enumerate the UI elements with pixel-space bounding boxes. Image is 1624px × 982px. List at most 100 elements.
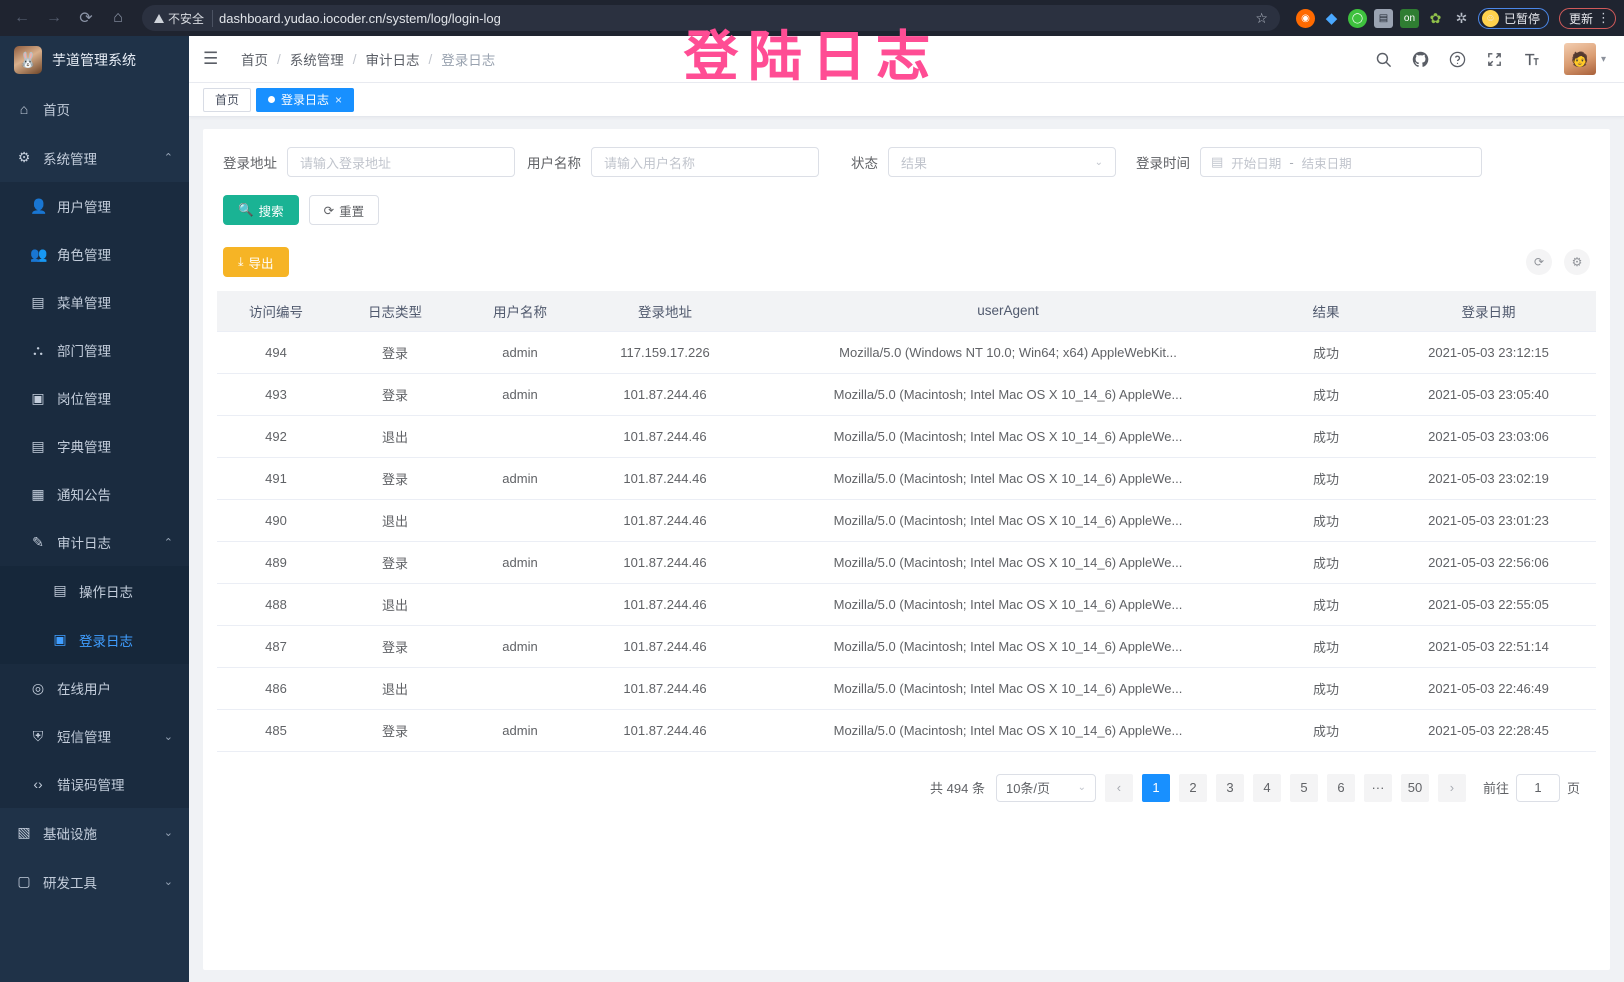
sidebar-item-label: 错误码管理 [57,778,125,793]
table-row[interactable]: 485 登录 admin 101.87.244.46 Mozilla/5.0 (… [217,709,1596,752]
sidebar-item-infrastructure[interactable]: ▧ 基础设施 ⌄ [0,808,189,857]
table-row[interactable]: 490 退出 101.87.244.46 Mozilla/5.0 (Macint… [217,499,1596,542]
home-icon[interactable]: ⌂ [113,9,123,26]
back-icon[interactable]: ← [14,9,30,26]
sidebar-item-dict-mgmt[interactable]: ▤ 字典管理 [0,422,189,470]
table-row[interactable]: 487 登录 admin 101.87.244.46 Mozilla/5.0 (… [217,625,1596,668]
pagination-page-3[interactable]: 3 [1215,773,1244,802]
extension-diamond-icon[interactable]: ◆ [1325,10,1338,27]
sidebar-item-role-mgmt[interactable]: 👥 角色管理 [0,230,189,278]
cell-result: 成功 [1271,499,1381,542]
sidebar-item-notice[interactable]: ▦ 通知公告 [0,470,189,518]
sidebar-item-post-mgmt[interactable]: ▣ 岗位管理 [0,374,189,422]
cell-type: 登录 [335,331,455,374]
chevron-down-icon: ⌄ [1094,156,1103,168]
page-size-select[interactable]: 10条/页 ⌄ [995,773,1096,802]
date-range-picker[interactable]: ▤ 开始日期 - 结束日期 [1200,147,1482,177]
cell-result: 成功 [1271,709,1381,752]
table-row[interactable]: 492 退出 101.87.244.46 Mozilla/5.0 (Macint… [217,415,1596,458]
hamburger-icon[interactable]: ☰ [203,49,219,68]
infra-icon: ▧ [17,824,31,840]
sidebar-item-system[interactable]: ⚙ 系统管理 ⌃ [0,133,189,182]
github-icon[interactable] [1412,51,1429,68]
sidebar-item-sms-mgmt[interactable]: ⛨ 短信管理 ⌄ [0,712,189,760]
start-date-input[interactable]: 开始日期 [1231,156,1282,171]
reload-icon[interactable]: ⟳ [79,10,93,27]
help-icon[interactable] [1449,51,1466,68]
sidebar-item-dept-mgmt[interactable]: ⛬ 部门管理 [0,326,189,374]
extension-on-icon[interactable]: on [1399,8,1419,28]
end-date-input[interactable]: 结束日期 [1301,156,1352,171]
font-size-icon[interactable] [1523,51,1540,68]
breadcrumb-item-home[interactable]: 首页 [241,53,268,68]
extension-orange-icon[interactable]: ◉ [1295,8,1315,28]
cell-date: 2021-05-03 23:02:19 [1381,457,1596,500]
extension-grid-icon[interactable]: ▤ [1373,8,1393,28]
sidebar-item-dev-tools[interactable]: ▢ 研发工具 ⌄ [0,857,189,906]
table-row[interactable]: 491 登录 admin 101.87.244.46 Mozilla/5.0 (… [217,457,1596,500]
refresh-icon[interactable]: ⟳ [1526,249,1552,275]
sidebar-item-operation-log[interactable]: ▤ 操作日志 [0,566,189,615]
cell-result: 成功 [1271,625,1381,668]
table-row[interactable]: 486 退出 101.87.244.46 Mozilla/5.0 (Macint… [217,667,1596,710]
bookmark-star-icon[interactable]: ☆ [1255,9,1268,26]
pagination-page-1[interactable]: 1 [1141,773,1170,802]
jump-page-input[interactable]: 1 [1515,773,1560,802]
tab-home[interactable]: 首页 [203,87,252,112]
column-header-date: 登录日期 [1381,291,1596,332]
extension-leaf-icon[interactable]: ✿ [1429,9,1442,26]
pagination-page-last[interactable]: 50 [1400,773,1429,802]
user-menu[interactable]: 🧑 ▾ [1563,43,1606,75]
pagination-prev[interactable]: ‹ [1104,773,1133,802]
table-row[interactable]: 493 登录 admin 101.87.244.46 Mozilla/5.0 (… [217,373,1596,416]
pagination-page-5[interactable]: 5 [1289,773,1318,802]
sidebar-item-audit-log[interactable]: ✎ 审计日志 ⌃ [0,518,189,566]
table-row[interactable]: 489 登录 admin 101.87.244.46 Mozilla/5.0 (… [217,541,1596,584]
sidebar-item-error-code[interactable]: ‹› 错误码管理 [0,760,189,808]
not-secure-badge[interactable]: 不安全 [154,9,214,27]
paused-status-badge[interactable]: ☺ 已暂停 [1477,7,1549,29]
pagination-ellipsis[interactable]: ··· [1363,773,1392,802]
sidebar-item-user-mgmt[interactable]: 👤 用户管理 [0,182,189,230]
extension-wechat-icon[interactable]: ◯ [1347,8,1367,28]
pagination-total: 共 494 条 [930,781,985,796]
sidebar-item-online-user[interactable]: ◎ 在线用户 [0,664,189,712]
sidebar-item-login-log[interactable]: ▣ 登录日志 [0,615,189,664]
cell-useragent: Mozilla/5.0 (Macintosh; Intel Mac OS X 1… [745,667,1271,710]
sidebar-item-label: 登录日志 [79,633,133,649]
cell-date: 2021-05-03 22:51:14 [1381,625,1596,668]
search-icon[interactable] [1375,51,1392,68]
close-icon[interactable]: × [335,92,343,107]
column-header-address: 登录地址 [585,291,745,332]
username-input[interactable]: 请输入用户名称 [591,147,819,177]
pagination-page-4[interactable]: 4 [1252,773,1281,802]
search-button[interactable]: 🔍 搜索 [223,195,299,225]
columns-icon[interactable]: ⚙ [1564,249,1590,275]
export-button[interactable]: ⤓ 导出 [223,247,289,277]
pagination-page-2[interactable]: 2 [1178,773,1207,802]
forward-icon[interactable]: → [46,9,62,26]
cell-result: 成功 [1271,667,1381,710]
status-select[interactable]: 结果 ⌄ [888,147,1116,177]
extension-puzzle-icon[interactable]: ✲ [1455,9,1468,26]
reset-button[interactable]: ⟳ 重置 [308,195,380,225]
browser-menu-icon[interactable]: ⋮ [1597,10,1610,25]
table-row[interactable]: 494 登录 admin 117.159.17.226 Mozilla/5.0 … [217,331,1596,374]
table-row[interactable]: 488 退出 101.87.244.46 Mozilla/5.0 (Macint… [217,583,1596,626]
brand[interactable]: 🐰 芋道管理系统 [0,36,189,84]
pagination-page-6[interactable]: 6 [1326,773,1355,802]
pagination-next[interactable]: › [1437,773,1466,802]
fullscreen-icon[interactable] [1486,51,1503,68]
sidebar-item-menu-mgmt[interactable]: ▤ 菜单管理 [0,278,189,326]
cell-useragent: Mozilla/5.0 (Macintosh; Intel Mac OS X 1… [745,709,1271,752]
breadcrumb-item-audit-log[interactable]: 审计日志 [365,53,420,68]
breadcrumb-item-system[interactable]: 系统管理 [289,53,344,68]
cell-address: 101.87.244.46 [585,457,745,500]
pagination-jumper: 前往 1 页 [1483,773,1580,802]
address-bar[interactable]: 不安全 dashboard.yudao.iocoder.cn/system/lo… [142,5,1280,31]
update-button[interactable]: 更新 ⋮ [1558,7,1616,29]
sidebar-item-home[interactable]: ⌂ 首页 [0,84,189,133]
login-address-input[interactable]: 请输入登录地址 [287,147,515,177]
tab-login-log[interactable]: 登录日志 × [256,87,355,112]
avatar[interactable]: 🧑 [1563,43,1596,75]
